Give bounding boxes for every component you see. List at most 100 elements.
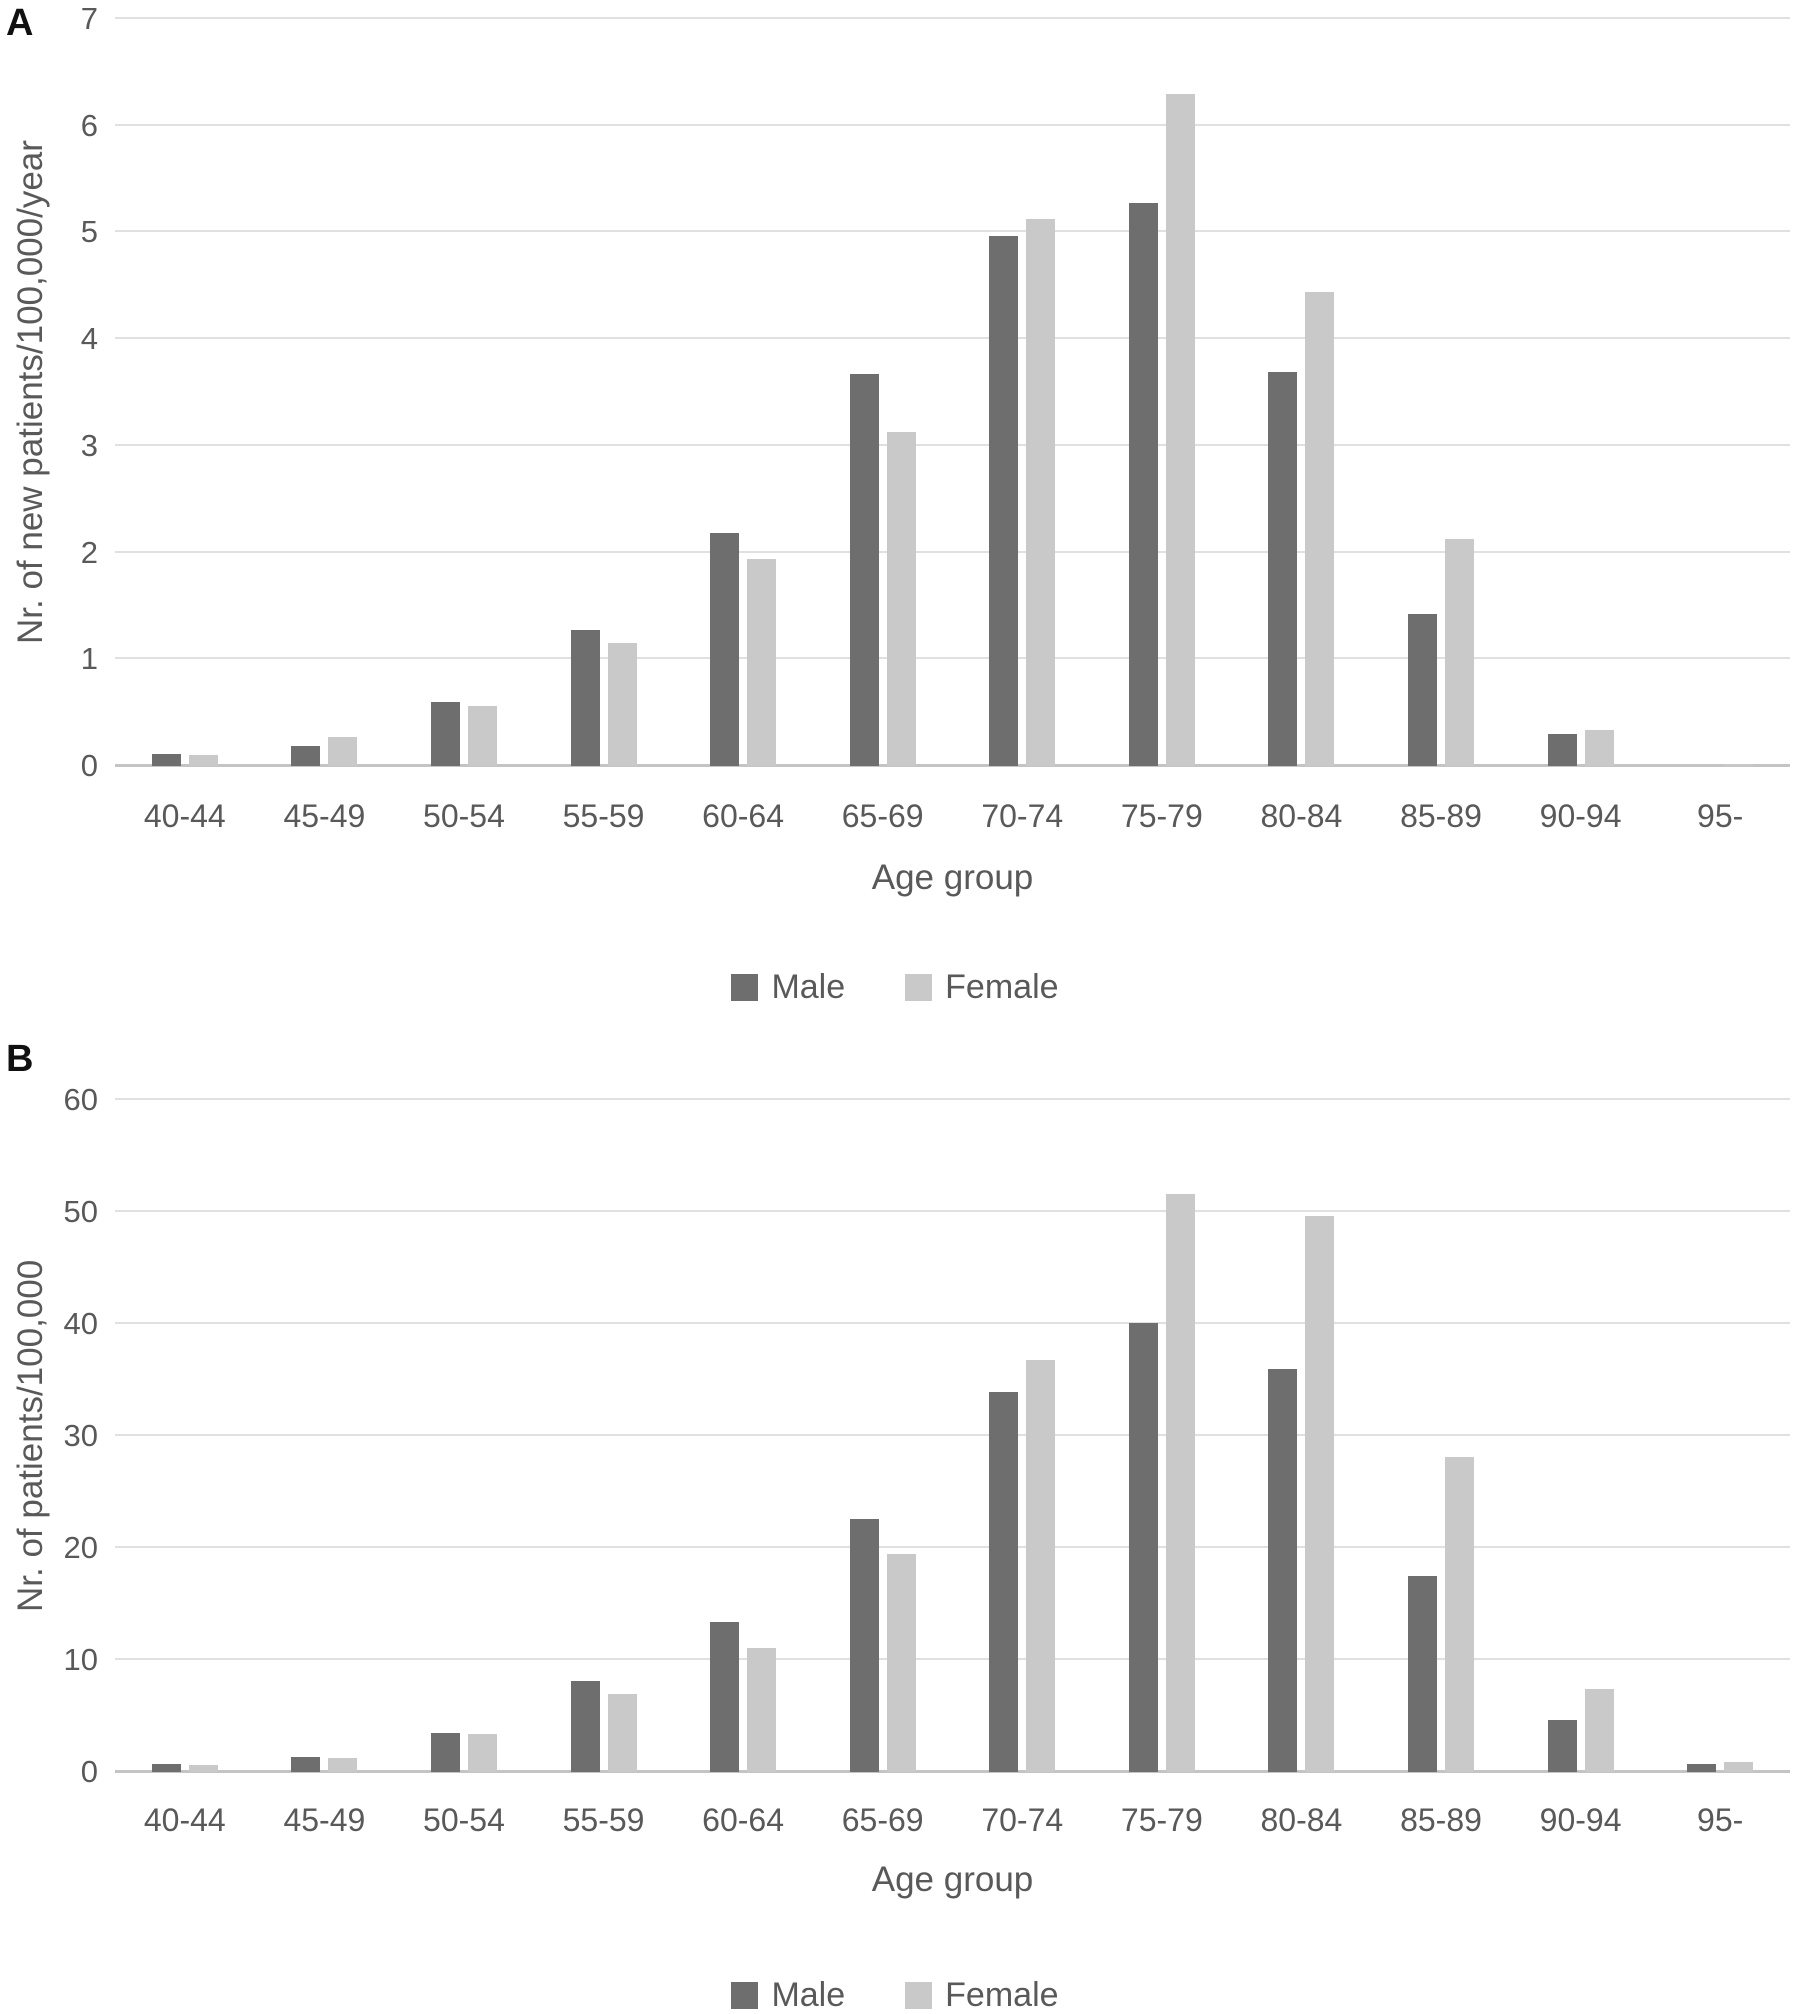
bar-female-70-74 <box>1026 1359 1056 1772</box>
bar-female-80-84 <box>1305 1216 1335 1772</box>
x-tick-label: 55-59 <box>562 798 645 834</box>
bar-male-75-79 <box>1128 1322 1158 1772</box>
x-tick-label: 40-44 <box>143 798 226 834</box>
y-tick-label: 0 <box>80 1754 98 1789</box>
bar-female-75-79 <box>1165 93 1195 766</box>
y-tick-label: 10 <box>63 1642 98 1677</box>
bar-male-90-94 <box>1547 1720 1577 1772</box>
gridline <box>115 1322 1790 1324</box>
category-95- <box>1650 19 1790 766</box>
bar-female-45-49 <box>328 1758 358 1772</box>
legend-item-female: Female <box>905 968 1059 1007</box>
bar-female-55-59 <box>607 643 637 766</box>
legend-label-female: Female <box>945 1976 1059 2014</box>
bar-male-60-64 <box>710 533 740 766</box>
x-tick-label: 80-84 <box>1260 798 1343 834</box>
category-75-79 <box>1092 19 1232 766</box>
x-axis-ticks: 40-44 45-49 50-54 55-59 60-64 65-69 70-74 75-79… <box>115 798 1790 835</box>
category-50-54 <box>394 1100 534 1772</box>
bar-female-50-54 <box>467 1733 497 1772</box>
category-55-59 <box>534 1100 674 1772</box>
bar-male-95- <box>1687 1764 1717 1772</box>
x-tick-label: 75-79 <box>1120 1802 1203 1838</box>
gridline <box>115 443 1790 446</box>
bar-male-65-69 <box>849 1518 879 1772</box>
y-tick-label: 1 <box>80 641 98 677</box>
y-tick-label: 0 <box>80 748 98 783</box>
y-tick-label: 40 <box>63 1306 98 1341</box>
gridline <box>115 337 1790 340</box>
x-tick-label: 40-44 <box>143 1802 226 1838</box>
bar-female-45-49 <box>328 737 358 766</box>
category-65-69 <box>813 19 953 766</box>
x-tick-label: 60-64 <box>702 798 785 834</box>
category-55-59 <box>534 19 674 766</box>
y-tick-label: 30 <box>63 1418 98 1453</box>
gridline <box>115 17 1790 19</box>
x-tick-label: 70-74 <box>981 798 1064 834</box>
y-tick-label: 5 <box>80 214 98 250</box>
x-axis-ticks: 40-44 45-49 50-54 55-59 60-64 65-69 70-74 75-79… <box>115 1802 1790 1839</box>
legend-item-female: Female <box>905 1976 1059 2014</box>
x-tick-label: 45-49 <box>283 1802 366 1838</box>
bar-female-90-94 <box>1584 1689 1614 1772</box>
legend-label-male: Male <box>771 968 846 1006</box>
bar-female-50-54 <box>467 706 497 766</box>
bar-female-55-59 <box>607 1693 637 1772</box>
bar-male-85-89 <box>1407 614 1437 766</box>
x-tick-label: 85-89 <box>1400 798 1482 834</box>
x-tick-label: 70-74 <box>981 1802 1064 1838</box>
category-85-89 <box>1371 19 1511 766</box>
legend-swatch-female <box>905 974 933 1001</box>
category-45-49 <box>255 19 395 766</box>
bars <box>115 19 1790 766</box>
plot-area <box>115 17 1790 767</box>
category-65-69 <box>813 1100 953 1772</box>
x-tick-label: 95- <box>1697 798 1744 834</box>
y-tick-label: 60 <box>63 1082 98 1117</box>
bar-female-70-74 <box>1026 218 1056 766</box>
bar-male-90-94 <box>1547 734 1577 766</box>
legend-label-female: Female <box>945 968 1059 1006</box>
x-tick-label: 50-54 <box>423 1802 505 1838</box>
category-90-94 <box>1511 1100 1651 1772</box>
bar-female-40-44 <box>188 1764 218 1772</box>
bar-male-60-64 <box>710 1621 740 1772</box>
x-tick-label: 45-49 <box>283 798 366 834</box>
bar-male-50-54 <box>430 701 460 766</box>
category-50-54 <box>394 19 534 766</box>
bar-female-75-79 <box>1165 1194 1195 1772</box>
bar-female-40-44 <box>188 755 218 766</box>
x-axis-title: Age group <box>871 1860 1034 1899</box>
category-60-64 <box>673 19 813 766</box>
category-90-94 <box>1511 19 1651 766</box>
bar-female-60-64 <box>747 558 777 766</box>
gridline <box>115 230 1790 233</box>
bar-male-45-49 <box>291 1757 321 1772</box>
category-85-89 <box>1371 1100 1511 1772</box>
bar-female-95- <box>1724 1761 1754 1772</box>
legend-swatch-male <box>731 1982 759 2009</box>
chart-panel-b: B Nr. of patients/100,000 0 10 20 30 40 50 60 … <box>0 1010 1802 2014</box>
gridline <box>115 550 1790 553</box>
x-tick-label: 85-89 <box>1400 1802 1482 1838</box>
bar-female-60-64 <box>747 1647 777 1772</box>
gridline <box>115 1098 1790 1100</box>
x-tick-label: 80-84 <box>1260 1802 1343 1838</box>
y-tick-label: 4 <box>80 321 98 357</box>
y-tick-label: 7 <box>80 1 98 36</box>
x-axis-line <box>115 1770 1790 1773</box>
bar-male-50-54 <box>430 1732 460 1772</box>
bar-male-70-74 <box>989 1392 1019 1772</box>
legend-swatch-female <box>905 1982 933 2009</box>
gridline <box>115 1434 1790 1436</box>
y-tick-label: 6 <box>80 107 98 143</box>
x-tick-label: 55-59 <box>562 1802 645 1838</box>
legend-item-male: Male <box>731 1976 845 2014</box>
bar-female-90-94 <box>1584 729 1614 766</box>
bar-female-85-89 <box>1444 538 1474 766</box>
bar-male-75-79 <box>1128 202 1158 766</box>
bar-male-40-44 <box>151 754 181 766</box>
category-60-64 <box>673 1100 813 1772</box>
category-40-44 <box>115 19 255 766</box>
